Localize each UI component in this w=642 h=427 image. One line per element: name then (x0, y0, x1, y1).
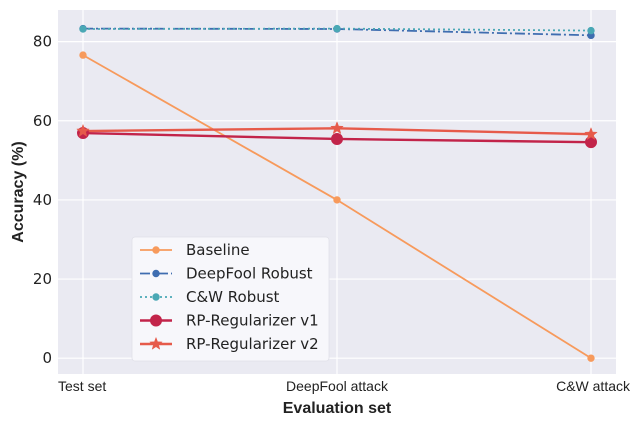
data-point-c-w-robust (79, 25, 87, 33)
legend-item-baseline: Baseline (140, 241, 250, 259)
legend-label: RP-Regularizer v2 (186, 335, 319, 353)
data-point-baseline (79, 51, 87, 59)
legend-marker (152, 293, 160, 301)
x-axis-label: Evaluation set (283, 400, 392, 417)
legend: Baseline DeepFool Robust C&W Robust RP-Regu… (131, 236, 330, 362)
y-axis-label: Accuracy (%) (10, 141, 27, 242)
legend-marker (149, 336, 163, 350)
data-point-rp-regularizer-v2 (76, 123, 90, 137)
x-tick-label: C&W attack (556, 378, 631, 394)
legend-marker (152, 269, 160, 278)
data-point-c-w-robust (333, 24, 341, 33)
data-point-c-w-robust (587, 26, 595, 35)
data-point-baseline (587, 354, 595, 362)
y-tick-label: 40 (33, 191, 52, 209)
data-point-rp-regularizer-v2 (584, 127, 598, 141)
y-tick-label: 60 (33, 112, 52, 130)
legend-marker (152, 246, 160, 254)
x-tick-label: Test set (58, 378, 106, 394)
legend-label: RP-Regularizer v1 (186, 312, 319, 330)
legend-item-rp-regularizer-v2: RP-Regularizer v2 (140, 335, 319, 353)
legend-label: C&W Robust (186, 288, 280, 306)
series-markers (76, 24, 598, 362)
y-tick-label: 20 (33, 270, 52, 288)
data-point-rp-regularizer-v1 (331, 132, 343, 145)
y-axis-ticks: 0 20 40 60 80 (33, 33, 52, 368)
legend-marker (150, 314, 162, 327)
legend-item-deepfool-robust: DeepFool Robust (140, 265, 313, 283)
legend-item-c-w-robust: C&W Robust (140, 288, 280, 306)
y-tick-label: 0 (42, 349, 52, 367)
data-point-rp-regularizer-v2 (330, 121, 344, 135)
legend-box (131, 236, 330, 362)
x-axis-ticks: Test set DeepFool attack C&W attack (58, 378, 631, 394)
legend-label: Baseline (186, 241, 250, 259)
data-point-baseline (333, 196, 341, 204)
data-point-rp-regularizer-v1 (585, 136, 597, 149)
x-tick-label: DeepFool attack (286, 378, 389, 394)
legend-label: DeepFool Robust (186, 265, 313, 283)
legend-item-rp-regularizer-v1: RP-Regularizer v1 (140, 312, 319, 330)
y-tick-label: 80 (33, 33, 52, 51)
